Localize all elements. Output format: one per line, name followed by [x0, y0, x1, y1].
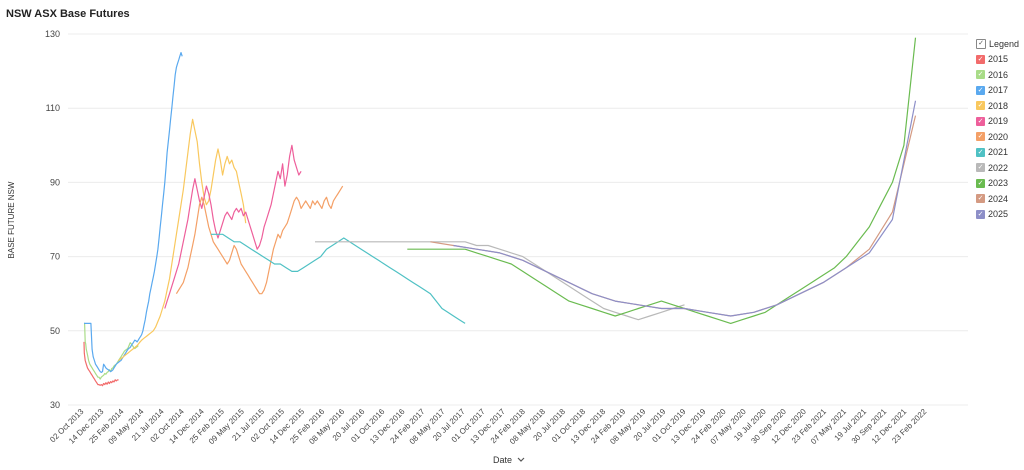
chart-legend: ✓ Legend ✓ 2015 ✓ 2016 ✓ 2017 ✓ 2018 ✓ 2019 ✓ 2020 ✓…	[976, 36, 1019, 222]
legend-swatch: ✓	[976, 116, 985, 126]
series-line-2024	[430, 115, 917, 317]
y-tick-label: 110	[46, 103, 60, 113]
legend-swatch: ✓	[976, 54, 985, 64]
series-line-2022	[315, 241, 685, 321]
x-axis-label: Date	[493, 455, 513, 465]
legend-label: 2019	[988, 116, 1009, 127]
legend-swatch: ✓	[976, 147, 985, 157]
legend-item-2025[interactable]: ✓ 2025	[976, 207, 1019, 223]
legend-header[interactable]: ✓ Legend	[976, 36, 1019, 52]
x-axis-title[interactable]: Date	[493, 455, 525, 465]
legend-item-2015[interactable]: ✓ 2015	[976, 52, 1019, 68]
y-tick-label: 50	[50, 326, 60, 336]
y-tick-label: 70	[50, 252, 60, 262]
series-line-2020	[175, 185, 344, 295]
legend-swatch: ✓	[976, 70, 985, 80]
y-tick-label: 90	[50, 177, 60, 187]
legend-swatch: ✓	[976, 209, 985, 219]
legend-item-2017[interactable]: ✓ 2017	[976, 83, 1019, 99]
chart-title: NSW ASX Base Futures	[6, 8, 130, 20]
legend-label: 2017	[988, 85, 1009, 96]
series-line-2019	[164, 144, 302, 309]
legend-swatch: ✓	[976, 178, 985, 188]
legend-swatch: ✓	[976, 132, 985, 142]
legend-check-icon: ✓	[976, 38, 986, 49]
series-line-2025	[453, 100, 917, 317]
legend-label: 2023	[988, 178, 1009, 189]
chevron-down-icon	[517, 457, 524, 462]
legend-item-2023[interactable]: ✓ 2023	[976, 176, 1019, 192]
legend-label: 2025	[988, 209, 1009, 220]
legend-item-2016[interactable]: ✓ 2016	[976, 67, 1019, 83]
legend-label: 2016	[988, 69, 1009, 80]
legend-swatch: ✓	[976, 101, 985, 111]
legend-item-2018[interactable]: ✓ 2018	[976, 98, 1019, 114]
legend-item-2019[interactable]: ✓ 2019	[976, 114, 1019, 130]
legend-swatch: ✓	[976, 163, 985, 173]
legend-label: 2022	[988, 162, 1009, 173]
legend-swatch: ✓	[976, 194, 985, 204]
legend-label: 2015	[988, 54, 1009, 65]
legend-item-2022[interactable]: ✓ 2022	[976, 160, 1019, 176]
y-axis-title: BASE FUTURE NSW	[7, 181, 16, 258]
legend-label: 2024	[988, 193, 1009, 204]
series-line-2021	[211, 233, 466, 324]
legend-label: 2018	[988, 100, 1009, 111]
y-tick-label: 30	[50, 400, 60, 410]
legend-item-2021[interactable]: ✓ 2021	[976, 145, 1019, 161]
legend-label: 2021	[988, 147, 1009, 158]
legend-item-2020[interactable]: ✓ 2020	[976, 129, 1019, 145]
series-line-2015	[83, 341, 119, 387]
series-line-2017	[84, 51, 183, 373]
series-line-2018	[118, 118, 247, 361]
series-line-2023	[407, 37, 917, 324]
legend-header-label: Legend	[989, 38, 1020, 49]
legend-swatch: ✓	[976, 85, 985, 95]
legend-item-2024[interactable]: ✓ 2024	[976, 191, 1019, 207]
y-tick-label: 130	[45, 29, 60, 39]
legend-label: 2020	[988, 131, 1009, 142]
